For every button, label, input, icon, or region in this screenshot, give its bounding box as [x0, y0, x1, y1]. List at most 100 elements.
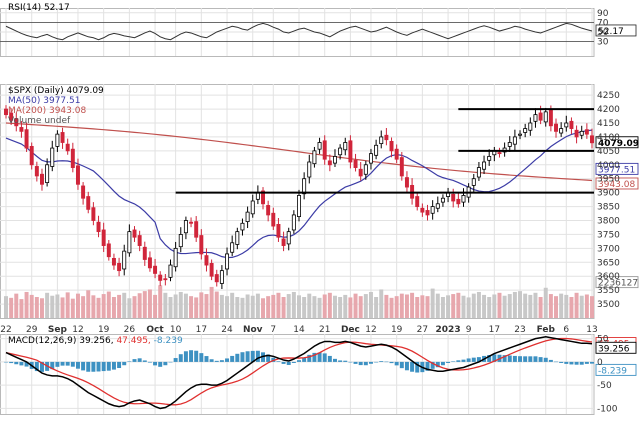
volume-bar: [538, 297, 543, 318]
candle-body: [548, 109, 553, 127]
macd-histogram-bar: [564, 361, 569, 364]
volume-bar: [430, 288, 435, 318]
macd-histogram-bar: [225, 358, 230, 362]
macd-histogram-bar: [4, 361, 8, 363]
macd-histogram-bar: [153, 361, 158, 366]
macd-histogram-bar: [81, 361, 86, 371]
candle-body: [404, 177, 409, 188]
candle-body: [399, 157, 404, 177]
macd-histogram-bar: [543, 357, 548, 362]
candle-body: [317, 142, 322, 150]
volume-bar: [50, 295, 55, 318]
candle-body: [394, 148, 399, 160]
candle-body: [153, 265, 158, 274]
ma200-value-label: 3943.08: [598, 180, 635, 190]
candle-body: [333, 156, 337, 164]
rsi-tick-label: 30: [597, 38, 609, 48]
volume-bar: [219, 294, 224, 318]
candle-body: [219, 270, 224, 284]
x-tick-label: 21: [319, 325, 330, 335]
candle-body: [379, 136, 384, 145]
x-tick-label: 12: [72, 325, 83, 335]
macd-tick-label: 50: [597, 335, 609, 345]
macd-histogram-bar: [523, 356, 528, 362]
volume-bar: [209, 286, 214, 318]
volume-bar: [240, 297, 245, 318]
macd-histogram-bar: [574, 361, 579, 365]
macd-histogram-bar: [512, 355, 517, 362]
volume-bar: [548, 294, 553, 318]
x-tick-label: 29: [26, 325, 38, 335]
volume-bar: [276, 292, 281, 318]
macd-histogram-bar: [14, 361, 19, 365]
macd-histogram-bar: [230, 355, 235, 362]
candle-body: [302, 178, 307, 195]
macd-histogram-bar: [117, 361, 122, 369]
candle-body: [45, 164, 50, 184]
x-tick-label: 17: [196, 325, 207, 335]
volume-bar: [492, 294, 497, 318]
candle-body: [96, 221, 101, 233]
volume-bar: [132, 296, 137, 318]
volume-bar: [9, 297, 14, 318]
volume-bar: [379, 289, 384, 318]
macd-panel: 47.49539.256-8.239: [4, 336, 637, 410]
candle-body: [137, 235, 142, 246]
candle-body: [471, 178, 476, 186]
x-tick-label: 12: [365, 325, 376, 335]
volume-bar: [127, 298, 132, 318]
candle-body: [183, 220, 188, 234]
x-tick-label: Feb: [537, 325, 556, 335]
macd-histogram-bar: [404, 361, 409, 371]
candle-body: [60, 132, 65, 143]
macd-histogram-bar: [507, 355, 512, 362]
rsi-value-label: 52.17: [598, 27, 624, 37]
x-tick-label: 24: [221, 325, 233, 335]
candle-body: [194, 221, 199, 238]
macd-histogram-bar: [9, 361, 14, 364]
volume-bar: [425, 296, 430, 318]
candle-body: [132, 229, 137, 238]
macd-histogram-bar: [147, 361, 152, 363]
macd-histogram-bar: [584, 361, 589, 364]
macd-histogram-bar: [456, 360, 461, 362]
volume-bar: [456, 292, 461, 318]
macd-histogram-bar: [471, 357, 476, 362]
volume-bar: [137, 293, 142, 318]
macd-histogram-bar: [55, 361, 60, 367]
volume-bar: [461, 295, 466, 318]
price-tick-label: 3850: [597, 203, 620, 213]
macd-histogram-bar: [127, 361, 132, 362]
candle-body: [389, 140, 394, 152]
volume-bar: [163, 292, 168, 318]
x-tick-label: 9: [466, 325, 472, 335]
candle-body: [322, 140, 327, 160]
macd-histogram-bar: [297, 360, 301, 362]
price-tick-label: 3600: [597, 272, 620, 282]
volume-bar: [497, 292, 502, 318]
candle-body: [75, 165, 80, 185]
rsi-line: [5, 22, 593, 41]
macd-histogram-bar: [70, 361, 75, 367]
volume-bar: [358, 296, 363, 318]
x-tick-label: 19: [98, 325, 110, 335]
macd-histogram-bar: [50, 361, 55, 370]
macd-histogram-bar: [415, 361, 420, 373]
volume-bar: [446, 295, 451, 318]
candle-body: [374, 144, 379, 156]
macd-histogram-bar: [348, 361, 353, 363]
macd-histogram-bar: [245, 351, 250, 362]
x-tick-label: 7: [270, 325, 276, 335]
price-legend-ma200: MA(200) 3943.08: [8, 106, 86, 116]
macd-histogram-bar: [317, 352, 322, 362]
volume-bar: [250, 295, 255, 318]
ma200-value-box: [595, 177, 639, 190]
volume-bar: [266, 296, 271, 318]
candle-body: [281, 238, 286, 246]
macd-histogram-bar: [189, 350, 194, 362]
macd-histogram-bar: [86, 361, 91, 372]
macd-histogram-bar: [204, 356, 209, 362]
rsi-legend: RSI(14) 52.17: [8, 3, 70, 13]
